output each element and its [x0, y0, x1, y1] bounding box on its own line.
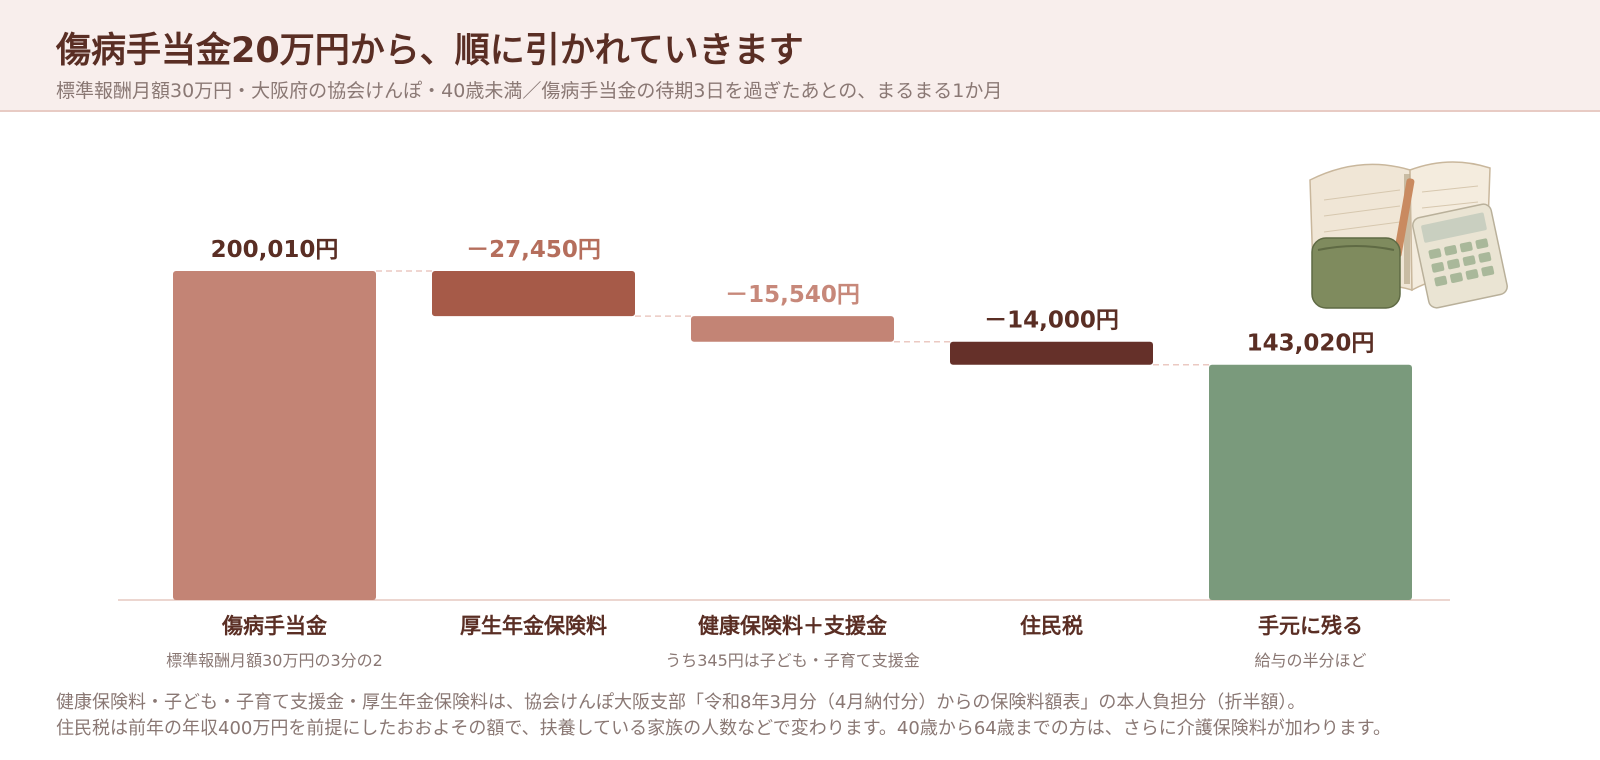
- page-title: 傷病手当金20万円から、順に引かれていきます: [56, 31, 804, 71]
- category-label: 健康保険料＋支援金: [698, 614, 888, 638]
- category-label: 手元に残る: [1258, 614, 1363, 638]
- waterfall-bar: [950, 341, 1153, 365]
- waterfall-bar: [691, 316, 894, 342]
- category-label: 傷病手当金: [221, 614, 328, 638]
- waterfall-bar: [432, 271, 635, 317]
- waterfall-bar: [1209, 364, 1412, 600]
- footnote: 健康保険料・子ども・子育て支援金・厚生年金保険料は、協会けんぽ大阪支部「令和8年…: [56, 692, 1306, 713]
- bar-value-label: －27,450円: [466, 237, 601, 263]
- category-note: 標準報酬月額30万円の3分の2: [166, 651, 383, 670]
- category-label: 厚生年金保険料: [460, 614, 607, 638]
- bar-value-label: －15,540円: [725, 282, 860, 308]
- category-label: 住民税: [1020, 614, 1083, 638]
- bar-value-label: 143,020円: [1247, 331, 1375, 357]
- bar-value-label: 200,010円: [211, 237, 339, 263]
- bar-value-label: －14,000円: [984, 308, 1119, 334]
- footnotes: 健康保険料・子ども・子育て支援金・厚生年金保険料は、協会けんぽ大阪支部「令和8年…: [56, 690, 1391, 742]
- category-note: うち345円は子ども・子育て支援金: [665, 651, 920, 670]
- footnote: 住民税は前年の年収400万円を前提にしたおおよその額で、扶養している家族の人数な…: [56, 718, 1391, 739]
- header: 傷病手当金20万円から、順に引かれていきます 標準報酬月額30万円・大阪府の協会…: [0, 0, 1600, 112]
- category-note: 給与の半分ほど: [1254, 651, 1366, 670]
- waterfall-bar: [173, 271, 376, 600]
- page-subtitle: 標準報酬月額30万円・大阪府の協会けんぽ・40歳未満／傷病手当金の待期3日を過ぎ…: [56, 80, 1003, 102]
- notebook-wallet-calculator-illustration: [1309, 161, 1508, 309]
